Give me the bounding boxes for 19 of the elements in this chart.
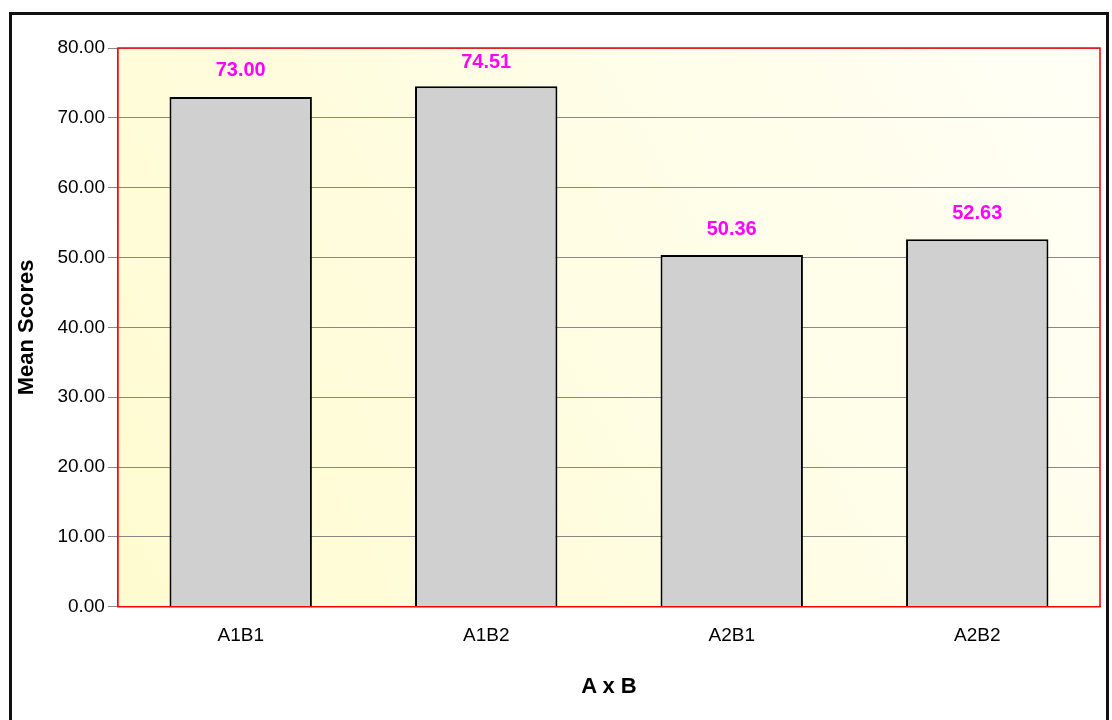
x-tick-label: A2B1 — [708, 624, 755, 646]
x-tick-label: A1B2 — [462, 624, 510, 646]
data-label: 73.00 — [215, 58, 266, 81]
y-tick-label: 0.00 — [67, 595, 105, 617]
y-tick-label: 20.00 — [57, 455, 105, 477]
y-tick-label: 80.00 — [57, 36, 105, 58]
y-axis-title: Mean Scores — [13, 259, 39, 396]
y-tick-label: 50.00 — [57, 245, 105, 267]
data-label: 52.63 — [952, 200, 1003, 223]
x-axis-title: A x B — [581, 672, 637, 698]
y-tick-label: 60.00 — [57, 175, 105, 197]
y-tick-label: 30.00 — [57, 385, 105, 407]
y-tick-label: 70.00 — [57, 106, 105, 128]
data-label: 50.36 — [706, 216, 757, 239]
x-tick-label: A1B1 — [217, 624, 264, 646]
x-tick-label: A2B2 — [954, 624, 1001, 646]
y-tick-label: 10.00 — [57, 525, 105, 547]
y-tick-label: 40.00 — [57, 315, 105, 337]
data-label: 74.51 — [461, 49, 512, 72]
